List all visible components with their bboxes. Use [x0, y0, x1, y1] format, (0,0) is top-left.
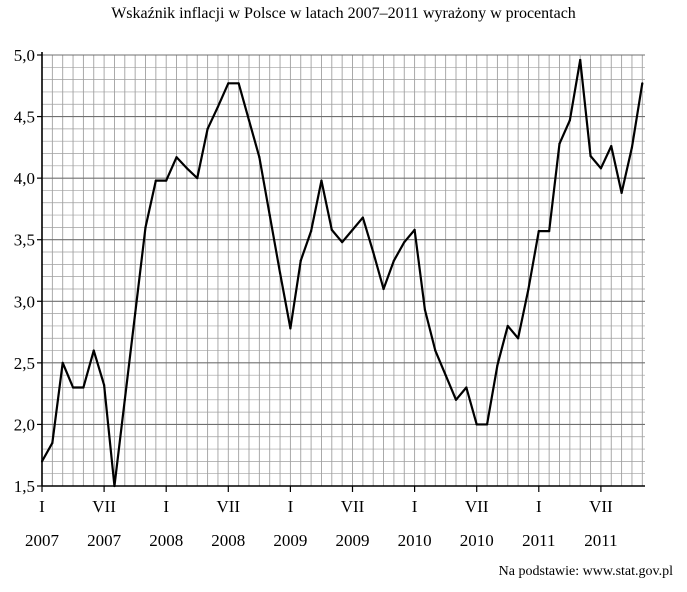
data-point: [341, 241, 344, 244]
x-tick-month-label: VII: [92, 497, 116, 516]
data-point: [548, 229, 551, 233]
data-point: [413, 228, 416, 231]
data-point: [465, 386, 468, 389]
data-point: [247, 119, 251, 122]
data-point: [134, 312, 137, 315]
data-point: [423, 308, 427, 312]
data-point: [496, 364, 499, 367]
data-point: [103, 383, 106, 387]
data-point: [61, 361, 64, 364]
data-point: [372, 250, 375, 254]
axis-layer: [37, 52, 645, 492]
x-tick-year-label: 2011: [584, 531, 617, 550]
data-point: [630, 146, 634, 149]
data-point: [444, 374, 447, 377]
data-point: [579, 58, 582, 62]
x-tick-year-label: 2009: [336, 531, 370, 550]
data-point: [485, 423, 489, 426]
data-point: [154, 179, 157, 182]
data-point: [92, 349, 95, 352]
source-note: Na podstawie: www.stat.gov.pl: [498, 564, 673, 579]
data-point: [289, 327, 292, 330]
data-point: [351, 228, 354, 231]
data-point: [268, 213, 271, 217]
x-tick-month-label: I: [163, 497, 169, 516]
data-point: [558, 142, 561, 145]
label-layer: 1,5 2,0 2,5 3,0 3,5 4,0 4,5 5,0 I 2007 VII 2007 I 200…: [14, 46, 618, 550]
data-point: [599, 167, 603, 170]
data-point: [361, 216, 364, 219]
data-point: [175, 156, 178, 159]
y-tick-label: 1,5: [14, 477, 35, 496]
data-point: [620, 191, 623, 195]
data-point: [454, 398, 458, 401]
data-point: [258, 156, 261, 159]
x-tick-month-label: VII: [341, 497, 365, 516]
data-point: [610, 145, 613, 148]
x-tick-month-label: I: [412, 497, 418, 516]
x-tick-month-label: VII: [465, 497, 489, 516]
x-tick-year-label: 2010: [398, 531, 432, 550]
y-tick-label: 4,5: [14, 108, 35, 127]
data-point: [71, 386, 75, 389]
data-point: [392, 259, 395, 262]
data-point: [237, 82, 240, 85]
data-point: [144, 226, 147, 229]
x-tick-month-label: I: [536, 497, 542, 516]
data-point: [537, 229, 540, 233]
y-tick-label: 4,0: [14, 169, 35, 188]
x-tick-month-label: VII: [216, 497, 240, 516]
x-tick-month-label: I: [39, 497, 45, 516]
data-point: [185, 167, 188, 170]
data-point: [123, 398, 126, 401]
x-tick-year-label: 2010: [460, 531, 494, 550]
x-tick-year-label: 2007: [25, 531, 60, 550]
data-point: [589, 154, 592, 158]
data-point: [517, 337, 520, 340]
data-point: [382, 287, 385, 291]
data-point: [82, 386, 85, 389]
data-point: [527, 287, 530, 291]
data-point: [310, 229, 313, 233]
data-point: [227, 82, 230, 85]
x-tick-year-label: 2011: [522, 531, 555, 550]
data-point: [320, 179, 323, 182]
data-point: [113, 484, 116, 488]
y-tick-label: 5,0: [14, 46, 35, 65]
data-point: [475, 423, 478, 426]
x-tick-year-label: 2008: [211, 531, 245, 550]
data-point: [196, 177, 199, 180]
grid-layer: [41, 54, 645, 487]
x-tick-year-label: 2007: [87, 531, 122, 550]
y-tick-label: 3,5: [14, 231, 35, 250]
data-point: [299, 259, 302, 262]
y-tick-label: 3,0: [14, 292, 35, 311]
series-layer: [40, 58, 644, 488]
data-point: [330, 228, 333, 231]
data-point: [506, 324, 509, 328]
data-point: [403, 241, 406, 244]
x-tick-month-label: I: [288, 497, 294, 516]
y-tick-label: 2,5: [14, 354, 35, 373]
y-tick-label: 2,0: [14, 415, 35, 434]
data-point: [216, 105, 220, 108]
data-point: [165, 179, 168, 182]
x-tick-year-label: 2009: [273, 531, 307, 550]
x-tick-month-label: VII: [589, 497, 613, 516]
chart-title: Wskaźnik inflacji w Polsce w latach 2007…: [111, 5, 576, 22]
data-point: [641, 82, 644, 85]
data-point: [434, 349, 437, 352]
data-point: [278, 271, 282, 275]
data-point: [40, 460, 44, 463]
x-tick-year-label: 2008: [149, 531, 183, 550]
data-point: [206, 127, 209, 130]
data-point: [568, 119, 571, 122]
data-point: [51, 441, 54, 444]
